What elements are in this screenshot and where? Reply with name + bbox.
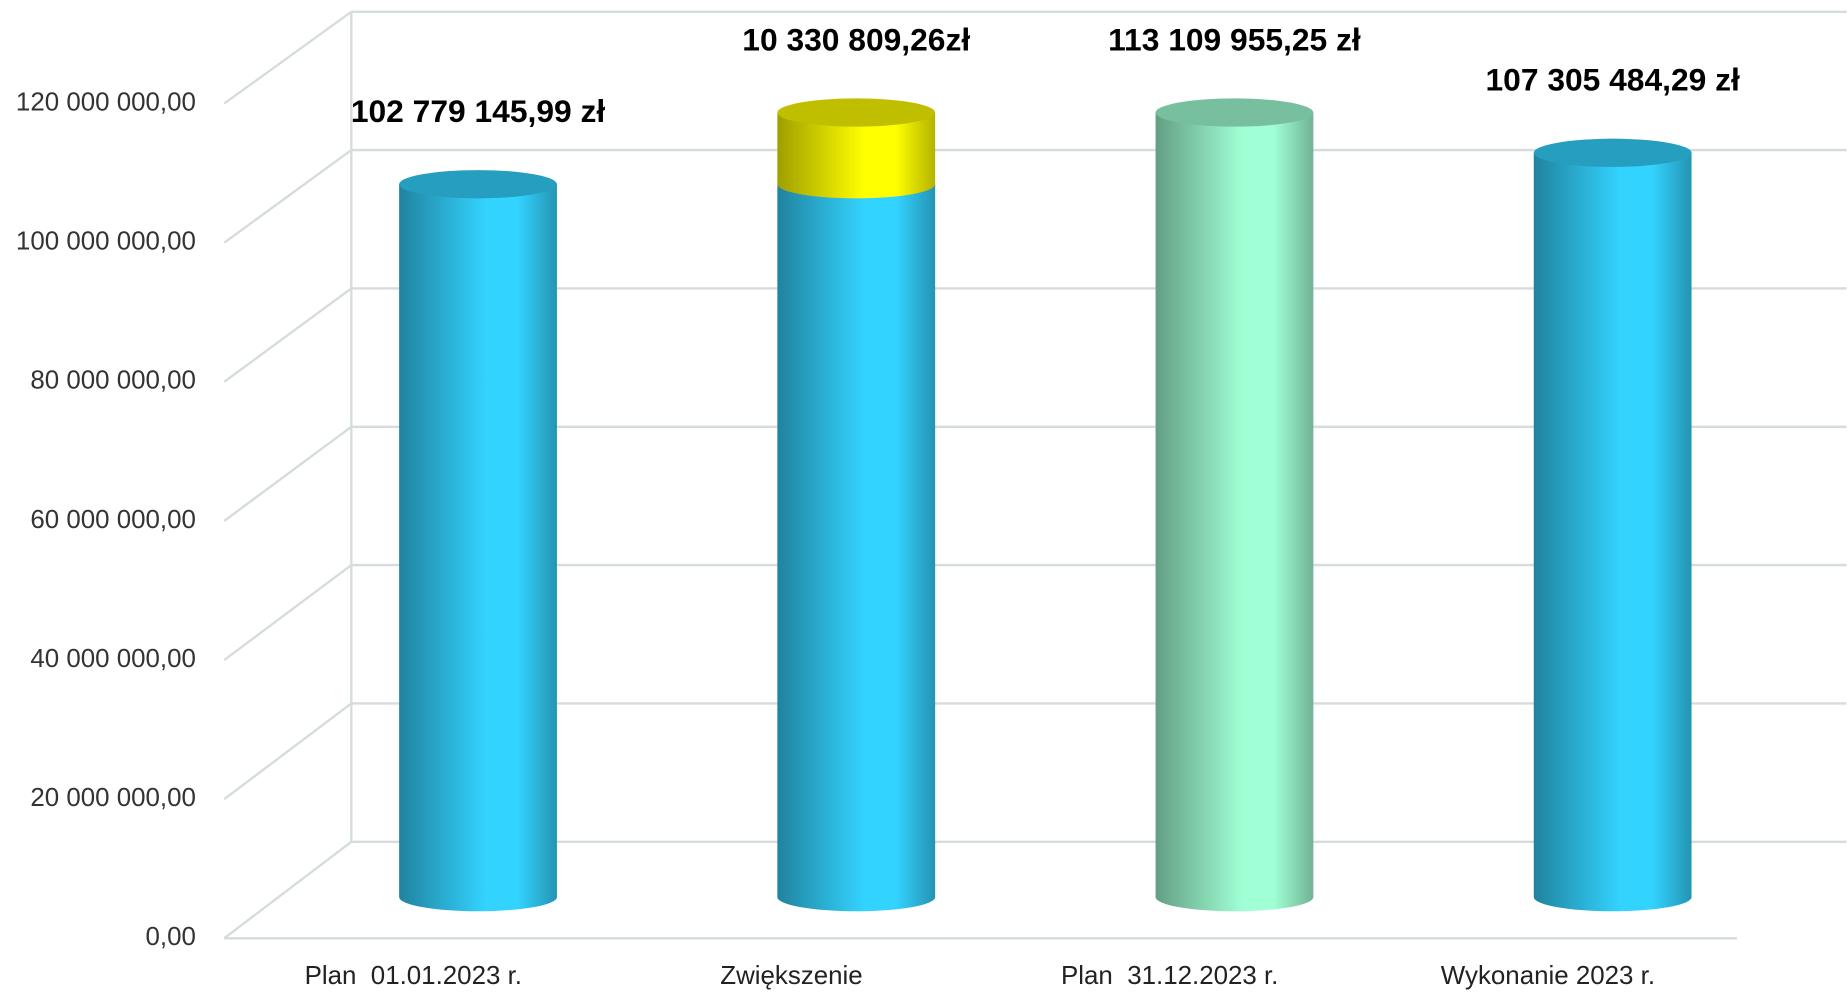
cylinder-top <box>1533 138 1692 167</box>
grid-line-side <box>223 287 353 383</box>
cylinder <box>1155 98 1314 912</box>
cylinder-top <box>777 98 936 127</box>
y-tick-label: 100 000 000,00 <box>16 228 196 256</box>
x-tick-label: Wykonanie 2023 r. <box>1441 962 1655 990</box>
cylinder-shade <box>1533 152 1692 912</box>
x-tick-label: Plan 01.01.2023 r. <box>305 962 522 990</box>
grid-line-side <box>223 702 353 801</box>
cylinder-top <box>399 170 557 199</box>
value-label: 102 779 145,99 zł <box>351 93 606 129</box>
y-tick-label: 60 000 000,00 <box>30 506 196 534</box>
cylinder-top <box>1155 98 1314 127</box>
cylinder <box>1533 138 1692 912</box>
x-tick-label: Plan 31.12.2023 r. <box>1061 962 1278 990</box>
y-tick-label: 20 000 000,00 <box>30 784 196 812</box>
grid-line-side <box>223 149 353 244</box>
grid-line-side <box>223 564 353 662</box>
value-label: 107 305 484,29 zł <box>1485 62 1740 98</box>
value-label: 113 109 955,25 zł <box>1108 21 1361 57</box>
grid-line-side <box>223 425 353 522</box>
cylinder-shade <box>777 184 936 912</box>
cylinder-shade <box>399 184 557 912</box>
y-tick-label: 120 000 000,00 <box>16 88 196 116</box>
y-tick-label: 40 000 000,00 <box>30 645 196 673</box>
cylinder-shade <box>1155 112 1314 912</box>
grid-line-side <box>223 10 353 105</box>
cylinder <box>399 170 557 912</box>
y-tick-label: 80 000 000,00 <box>30 367 196 395</box>
y-tick-label: 0,00 <box>146 923 196 951</box>
x-tick-label: Zwiększenie <box>720 962 862 990</box>
cylinder <box>777 184 936 912</box>
cylinder <box>777 98 936 199</box>
value-label: 10 330 809,26zł <box>742 21 970 57</box>
cylinder-shade <box>777 112 936 199</box>
grid-line-side <box>223 840 353 940</box>
